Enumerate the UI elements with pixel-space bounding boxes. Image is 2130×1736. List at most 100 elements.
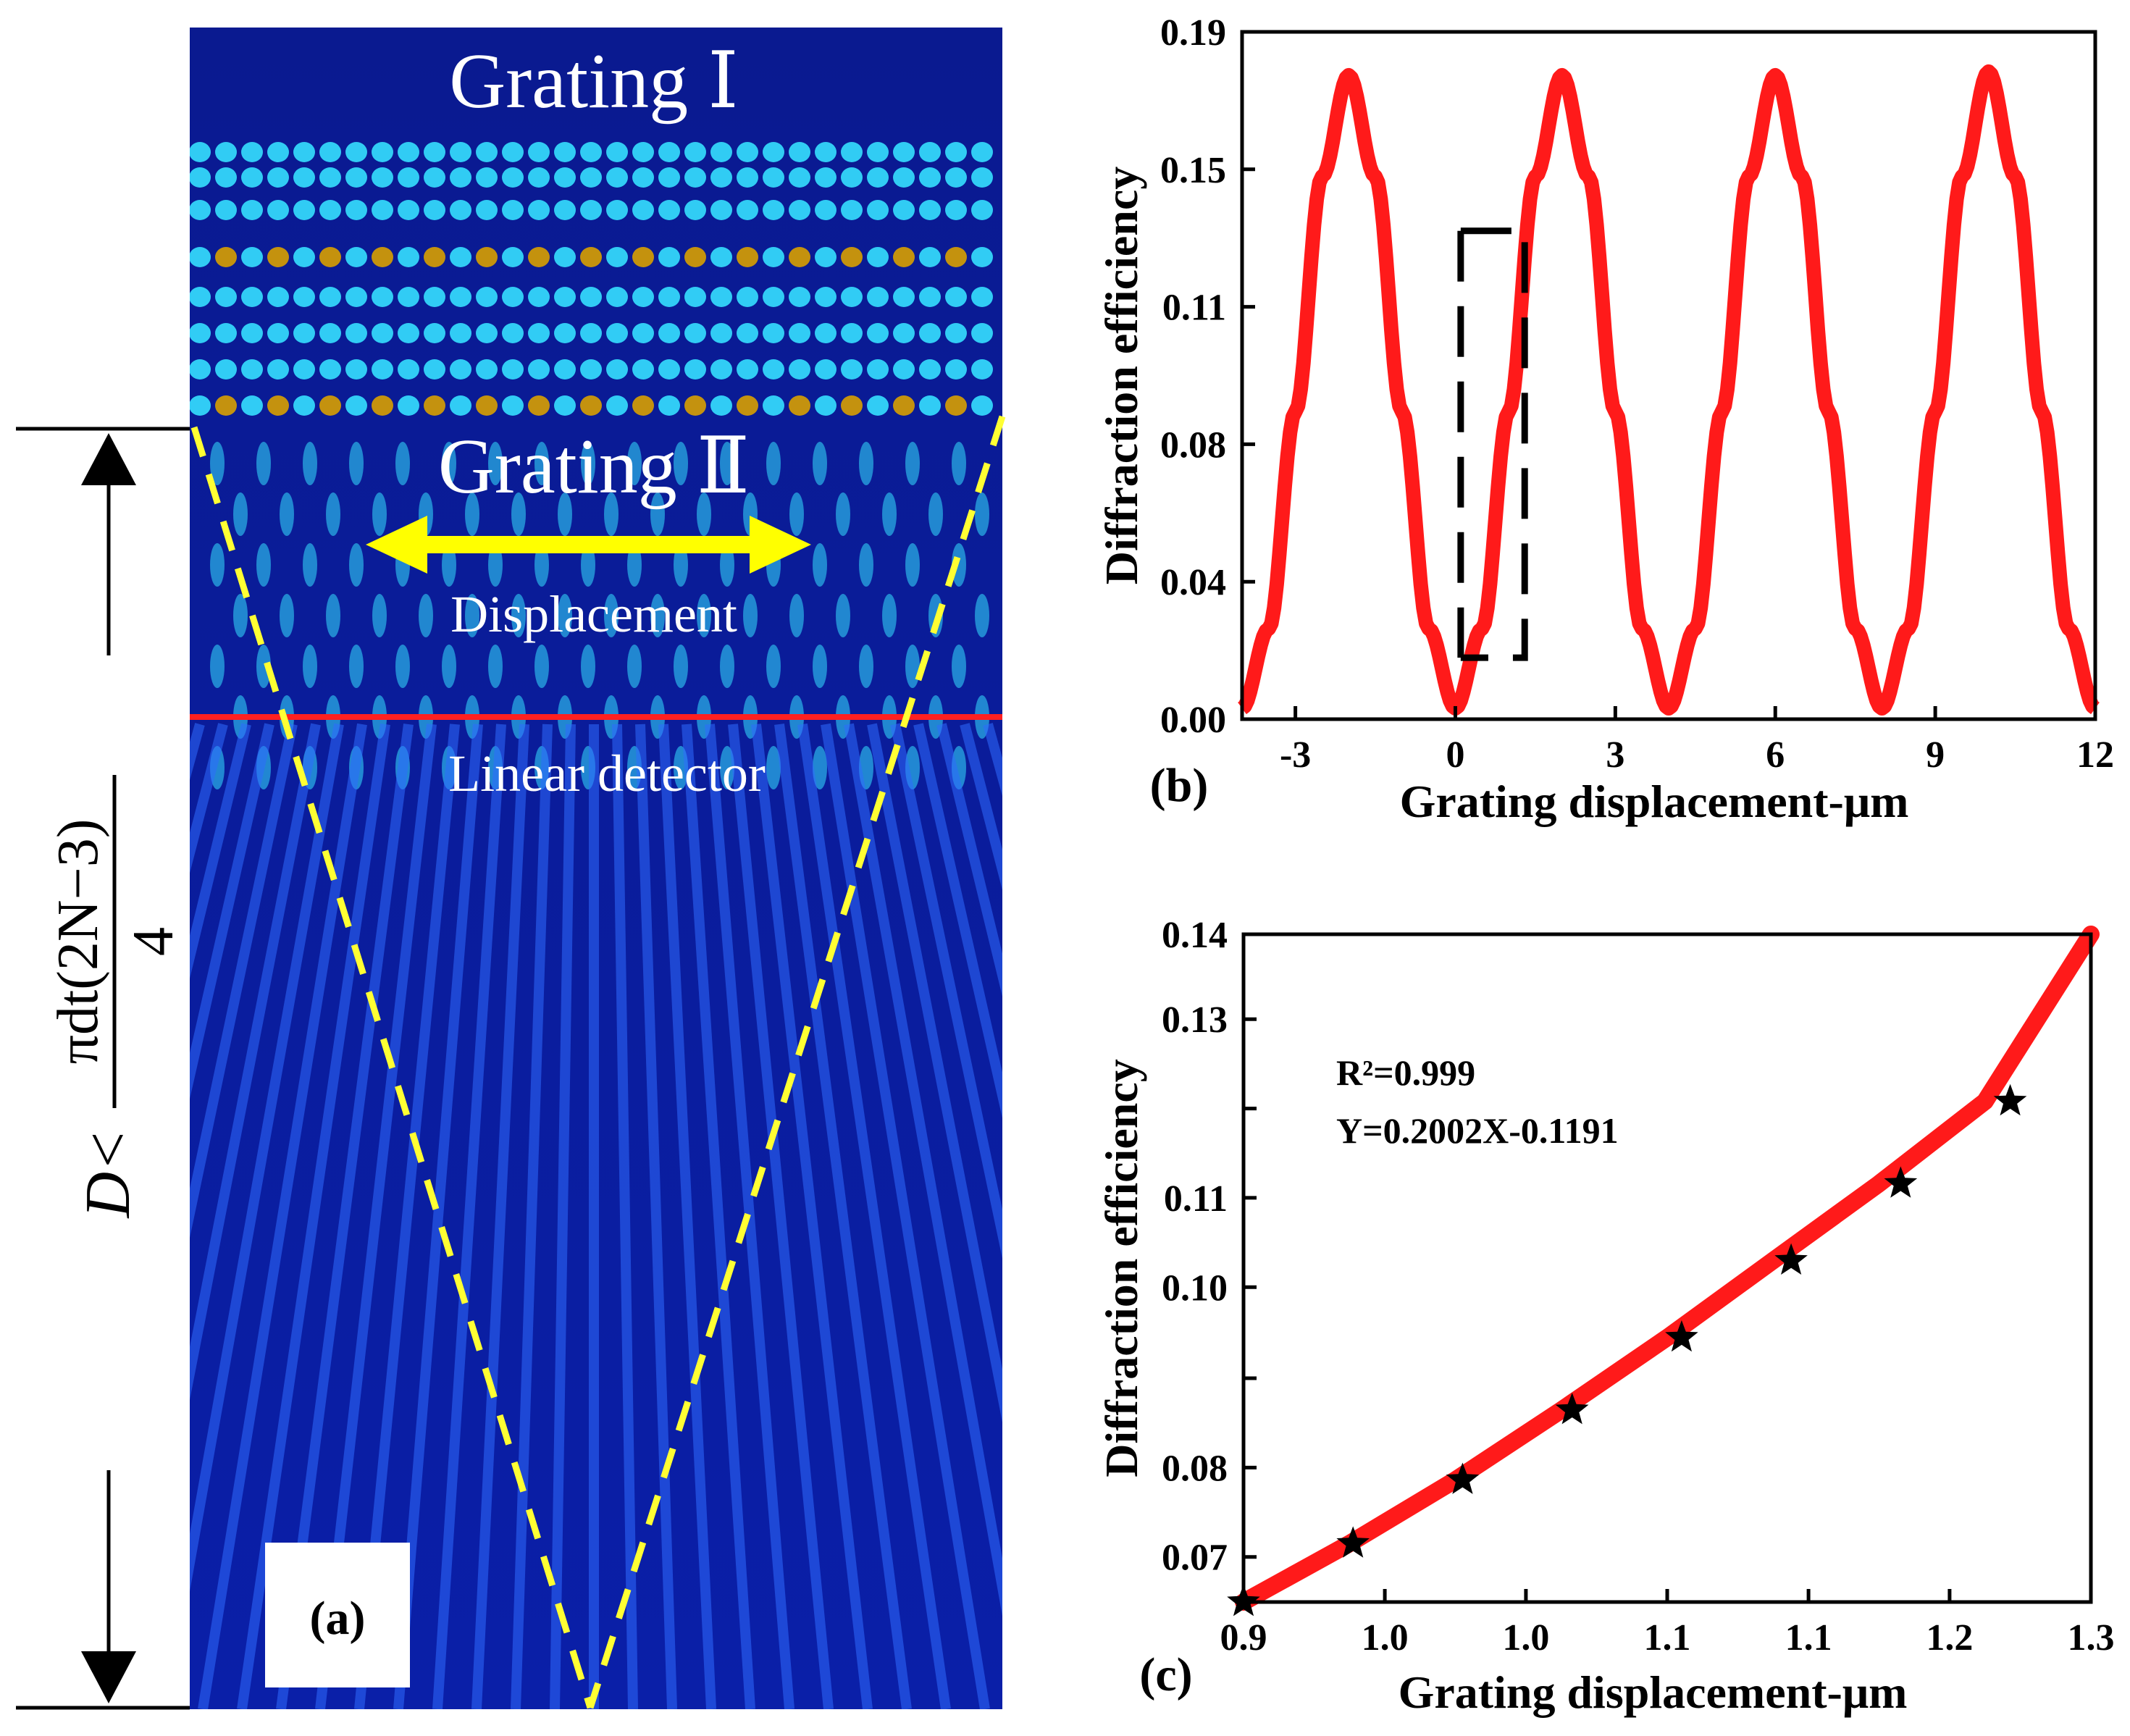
grating-spot [554, 167, 576, 188]
y-tick-label: 0.00 [1160, 700, 1226, 741]
grating-spot [345, 395, 367, 416]
grating-spot [345, 247, 367, 267]
grating-spot [267, 247, 289, 267]
grating-spot [841, 167, 863, 188]
grating-spot [945, 167, 967, 188]
field-spot [743, 594, 758, 637]
formula-lhs: D< [73, 1129, 143, 1219]
grating-spot [919, 395, 941, 416]
field-spot [928, 492, 943, 536]
grating-spot [345, 359, 367, 380]
field-spot [836, 492, 850, 536]
field-spot [627, 543, 642, 587]
y-axis-label: Diffraction efficiency [1096, 167, 1147, 585]
grating-spot [919, 323, 941, 343]
grating-spot [424, 395, 445, 416]
plot-frame [1240, 30, 2097, 721]
field-spot [720, 543, 734, 587]
series-line-efficiency [1237, 64, 2100, 716]
grating-spot [398, 200, 419, 220]
y-tick-label: 0.04 [1160, 562, 1226, 603]
grating-spot [945, 200, 967, 220]
grating-spot [241, 247, 263, 267]
y-tick-label: 0.08 [1160, 424, 1226, 466]
grating-spot [424, 247, 445, 267]
grating-spot [971, 323, 993, 343]
field-spot [650, 492, 665, 536]
grating-spot [450, 200, 471, 220]
data-point-star [1993, 1083, 2027, 1116]
series-line-fit [1235, 926, 2100, 1611]
grating-spot [710, 395, 732, 416]
field-spot [465, 492, 479, 536]
grating-spot [867, 287, 889, 307]
field-spot [210, 645, 225, 688]
diffraction-stripe [1104, 724, 1454, 1709]
grating-spot [372, 247, 393, 267]
field-spot [210, 442, 225, 485]
grating-spot [580, 287, 602, 307]
grating-spot [502, 142, 524, 162]
field-spot [952, 442, 966, 485]
diffraction-stripe [511, 724, 553, 1709]
grating-spot [763, 200, 784, 220]
grating-spot [293, 247, 315, 267]
grating-spot [372, 359, 393, 380]
grating-spot [893, 142, 915, 162]
distance-dimension [16, 427, 190, 1710]
diffraction-stripe [844, 723, 1002, 1617]
field-spot [256, 645, 271, 688]
grating-spot [476, 200, 498, 220]
grating-spot [190, 323, 211, 343]
field-spot [442, 543, 456, 587]
grating-spot [476, 247, 498, 267]
grating-spot [737, 323, 758, 343]
data-point-star [1774, 1243, 1808, 1275]
grating-spot [398, 395, 419, 416]
field-spot [627, 645, 642, 688]
field-spot [442, 645, 456, 688]
grating-spot [476, 323, 498, 343]
grating-spot [580, 359, 602, 380]
grating-spot [502, 359, 524, 380]
grating-spot [528, 323, 550, 343]
x-tick-label: 1.3 [2068, 1617, 2115, 1659]
grating-spot [893, 359, 915, 380]
panel-b-chart: -3 0 3 6 9 12 0.00 0.04 0.08 0.11 0.15 0.19 Grating … [1096, 12, 2114, 827]
grating-spot [372, 395, 393, 416]
diffraction-stripe [867, 723, 1002, 1423]
grating-spot [710, 359, 732, 380]
field-spot [905, 543, 920, 587]
grating-spot [554, 323, 576, 343]
grating-spot [190, 167, 211, 188]
field-spot [813, 543, 827, 587]
grating-spot [710, 142, 732, 162]
x-axis-label: Grating displacement-μm [1399, 1666, 1908, 1718]
diffraction-stripe [728, 724, 834, 1709]
field-spot [349, 442, 364, 485]
grating-spot [293, 323, 315, 343]
grating-spot [345, 142, 367, 162]
y-tick-label: 0.11 [1164, 1178, 1228, 1220]
diffraction-stripe [190, 723, 251, 979]
field-spot [882, 594, 897, 637]
grating-spot [632, 200, 654, 220]
field-spot [975, 594, 989, 637]
field-spot [349, 645, 364, 688]
grating-spot [971, 395, 993, 416]
grating-spot [971, 359, 993, 380]
grating-spot [606, 142, 628, 162]
grating-spot [841, 287, 863, 307]
grating-spot [971, 167, 993, 188]
grating-spot [528, 142, 550, 162]
grating-spot [450, 142, 471, 162]
grating-spot [293, 359, 315, 380]
diffraction-stripe [432, 724, 506, 1709]
diffraction-stripe [1011, 724, 1298, 1709]
grating-spot [241, 323, 263, 343]
grating-spot [710, 167, 732, 188]
grating-spot [528, 200, 550, 220]
field-spot [720, 746, 734, 789]
displacement-arrow-icon [366, 516, 811, 574]
diffraction-stripe [682, 724, 755, 1709]
